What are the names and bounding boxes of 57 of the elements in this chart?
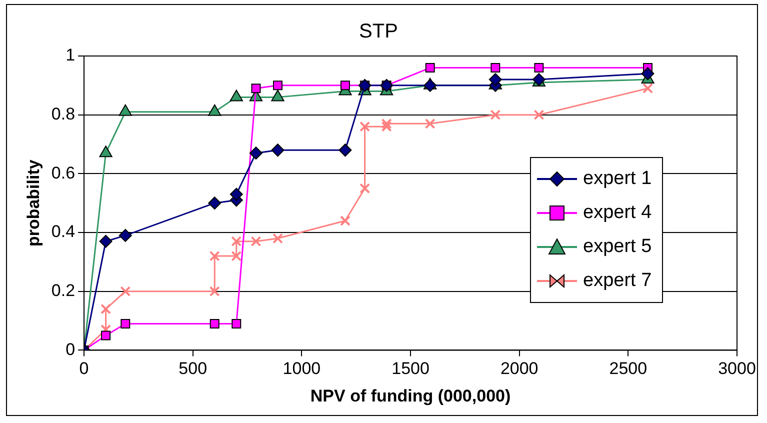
chart-title: STP xyxy=(359,20,398,43)
point xyxy=(120,318,130,328)
x-tick-label: 500 xyxy=(178,359,208,378)
x-tick-label: 1500 xyxy=(392,359,430,378)
point xyxy=(534,110,544,120)
point xyxy=(209,286,220,297)
point xyxy=(250,236,262,247)
point xyxy=(424,118,436,129)
point xyxy=(231,236,242,247)
point xyxy=(232,318,242,328)
point xyxy=(273,80,282,90)
x-tick-label: 3000 xyxy=(718,359,756,378)
point xyxy=(208,196,222,210)
point xyxy=(101,330,111,340)
y-axis-title: probability xyxy=(24,159,43,247)
legend-label: expert 5 xyxy=(583,236,652,258)
point xyxy=(99,234,112,248)
point xyxy=(340,80,350,90)
x-tick-label: 2000 xyxy=(500,359,538,378)
point xyxy=(120,286,131,297)
x-tick-label: 1000 xyxy=(282,359,321,378)
x-tick-label: 2500 xyxy=(609,359,648,378)
point xyxy=(249,146,262,160)
point xyxy=(642,83,654,94)
y-tick-label: 1 xyxy=(66,46,76,65)
point xyxy=(360,121,370,132)
point xyxy=(490,110,501,120)
point xyxy=(100,304,112,314)
y-tick-label: 0 xyxy=(66,340,76,359)
point xyxy=(534,63,544,73)
point xyxy=(381,121,392,132)
x-axis-title: NPV of funding (000,000) xyxy=(310,386,511,406)
x-tick-label: 0 xyxy=(79,359,89,378)
point xyxy=(230,188,243,201)
point xyxy=(209,250,220,262)
point xyxy=(271,144,284,157)
point xyxy=(210,318,220,328)
legend-label: expert 4 xyxy=(583,202,652,224)
point xyxy=(340,216,350,226)
legend-label: expert 1 xyxy=(583,168,652,190)
y-tick-label: 0.8 xyxy=(51,104,76,124)
point xyxy=(231,250,242,262)
point xyxy=(381,118,392,129)
y-tick-label: 0.6 xyxy=(51,163,76,182)
point xyxy=(360,183,370,194)
point xyxy=(425,63,435,73)
point xyxy=(490,63,500,73)
point xyxy=(251,84,261,94)
point xyxy=(118,228,132,242)
y-tick-label: 0.4 xyxy=(51,222,76,242)
point xyxy=(641,67,654,80)
point xyxy=(272,233,283,244)
point xyxy=(488,73,502,86)
y-tick-label: 0.2 xyxy=(51,281,76,300)
legend-label: expert 7 xyxy=(583,270,652,292)
point xyxy=(338,144,352,157)
point xyxy=(424,78,437,92)
